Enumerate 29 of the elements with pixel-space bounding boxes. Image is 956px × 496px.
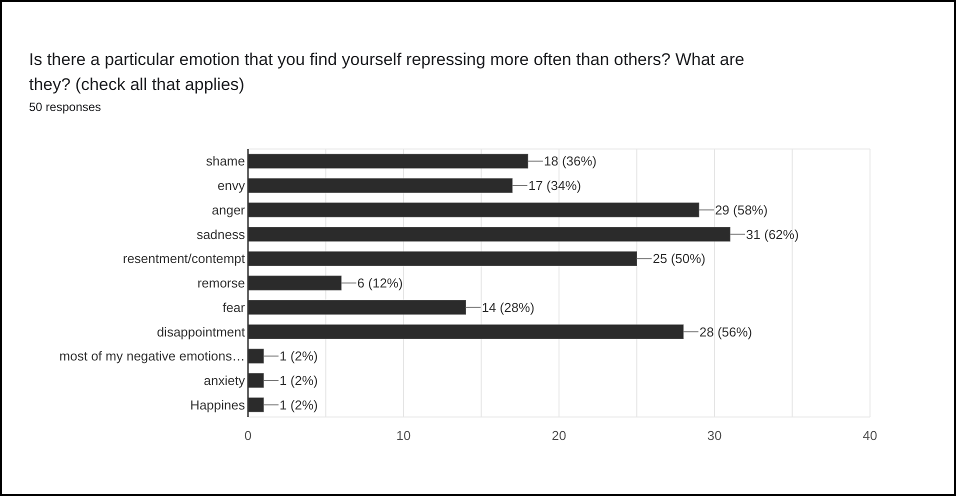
data-label: 28 (56%): [699, 324, 752, 340]
data-label: 29 (58%): [714, 202, 768, 218]
y-tick-label: resentment/contempt: [122, 251, 246, 266]
y-tick-label: shame: [206, 154, 245, 169]
data-label: 14 (28%): [482, 300, 534, 315]
x-tick-label: 30: [707, 428, 722, 443]
y-tick-label: fear: [222, 300, 246, 315]
data-label: 1 (2%): [280, 348, 318, 364]
data-label: 31 (62%): [746, 226, 799, 242]
data-label: 25 (50%): [652, 251, 706, 266]
x-tick-label: 0: [244, 428, 252, 443]
data-label: 1 (2%): [280, 397, 318, 412]
y-tick-label: envy: [218, 178, 246, 194]
data-label: 18 (36%): [544, 154, 597, 169]
data-label: 6 (12%): [357, 276, 403, 291]
y-tick-label: remorse: [197, 276, 245, 291]
data-label: 1 (2%): [280, 373, 318, 388]
data-label: 17 (34%): [528, 178, 582, 194]
y-tick-label: disappointment: [156, 324, 246, 340]
x-tick-label: 20: [552, 428, 566, 443]
y-tick-label: most of my negative emotions…: [59, 348, 245, 364]
chart-title: Is there a particular emotion that you find yourself repressing more often than others? What are they? (check all that applies): [29, 50, 744, 94]
y-tick-label: Happines: [190, 397, 246, 412]
x-tick-label: 10: [396, 428, 411, 443]
y-tick-label: anxiety: [204, 373, 246, 388]
y-tick-label: anger: [212, 202, 246, 218]
text: 50 responses: [29, 100, 102, 114]
y-tick-label: sadness: [196, 226, 246, 242]
x-tick-label: 40: [862, 428, 878, 443]
